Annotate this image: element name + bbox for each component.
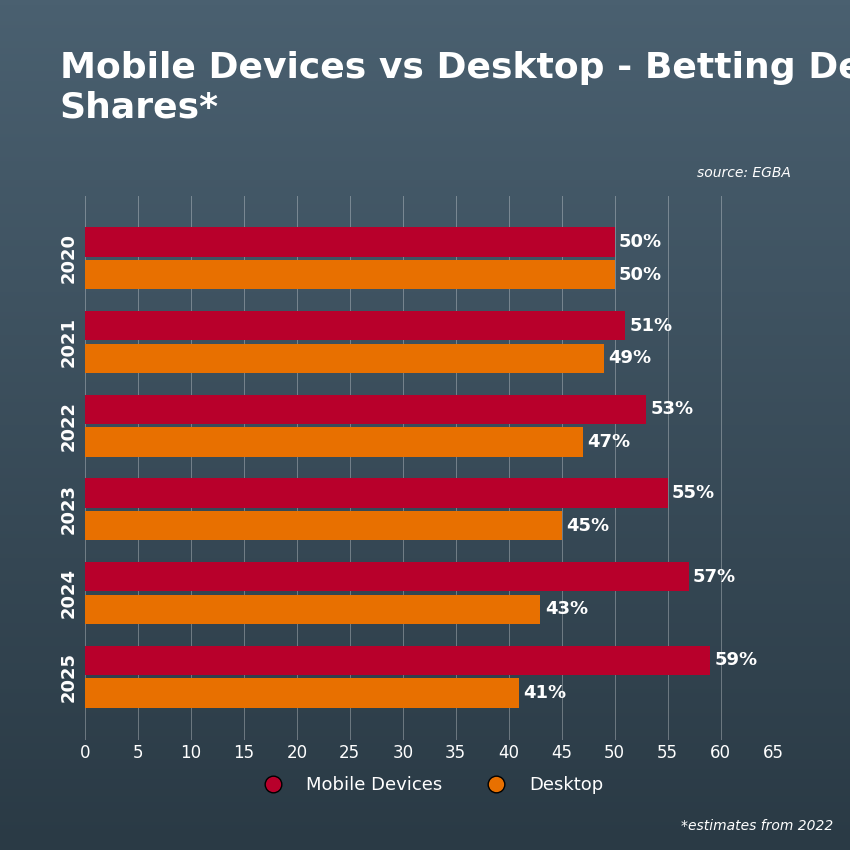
Bar: [85, 260, 615, 289]
Bar: [85, 479, 667, 507]
Text: 55%: 55%: [672, 484, 715, 502]
Bar: [85, 227, 615, 257]
Text: 45%: 45%: [566, 517, 609, 535]
Text: 51%: 51%: [630, 317, 672, 335]
Bar: [85, 428, 583, 456]
Text: 49%: 49%: [609, 349, 651, 367]
Bar: [85, 343, 604, 373]
Bar: [85, 311, 626, 340]
Bar: [85, 646, 710, 675]
Text: 59%: 59%: [714, 651, 757, 670]
Text: 41%: 41%: [524, 684, 567, 702]
Bar: [85, 595, 541, 624]
Legend: Mobile Devices, Desktop: Mobile Devices, Desktop: [248, 768, 610, 802]
Bar: [85, 678, 519, 708]
Text: 53%: 53%: [650, 400, 694, 418]
Text: Mobile Devices vs Desktop - Betting Device
Shares*: Mobile Devices vs Desktop - Betting Devi…: [60, 51, 850, 124]
Text: source: EGBA: source: EGBA: [697, 166, 791, 179]
Text: 50%: 50%: [619, 265, 662, 284]
Text: *estimates from 2022: *estimates from 2022: [681, 819, 833, 833]
Bar: [85, 562, 689, 592]
Text: 47%: 47%: [587, 433, 630, 451]
Text: 43%: 43%: [545, 600, 588, 618]
Bar: [85, 511, 562, 541]
Text: 50%: 50%: [619, 233, 662, 251]
Text: 57%: 57%: [693, 568, 736, 586]
Bar: [85, 394, 646, 424]
